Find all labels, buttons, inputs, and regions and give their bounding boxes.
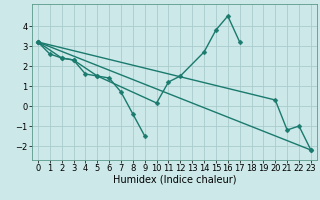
X-axis label: Humidex (Indice chaleur): Humidex (Indice chaleur): [113, 175, 236, 185]
